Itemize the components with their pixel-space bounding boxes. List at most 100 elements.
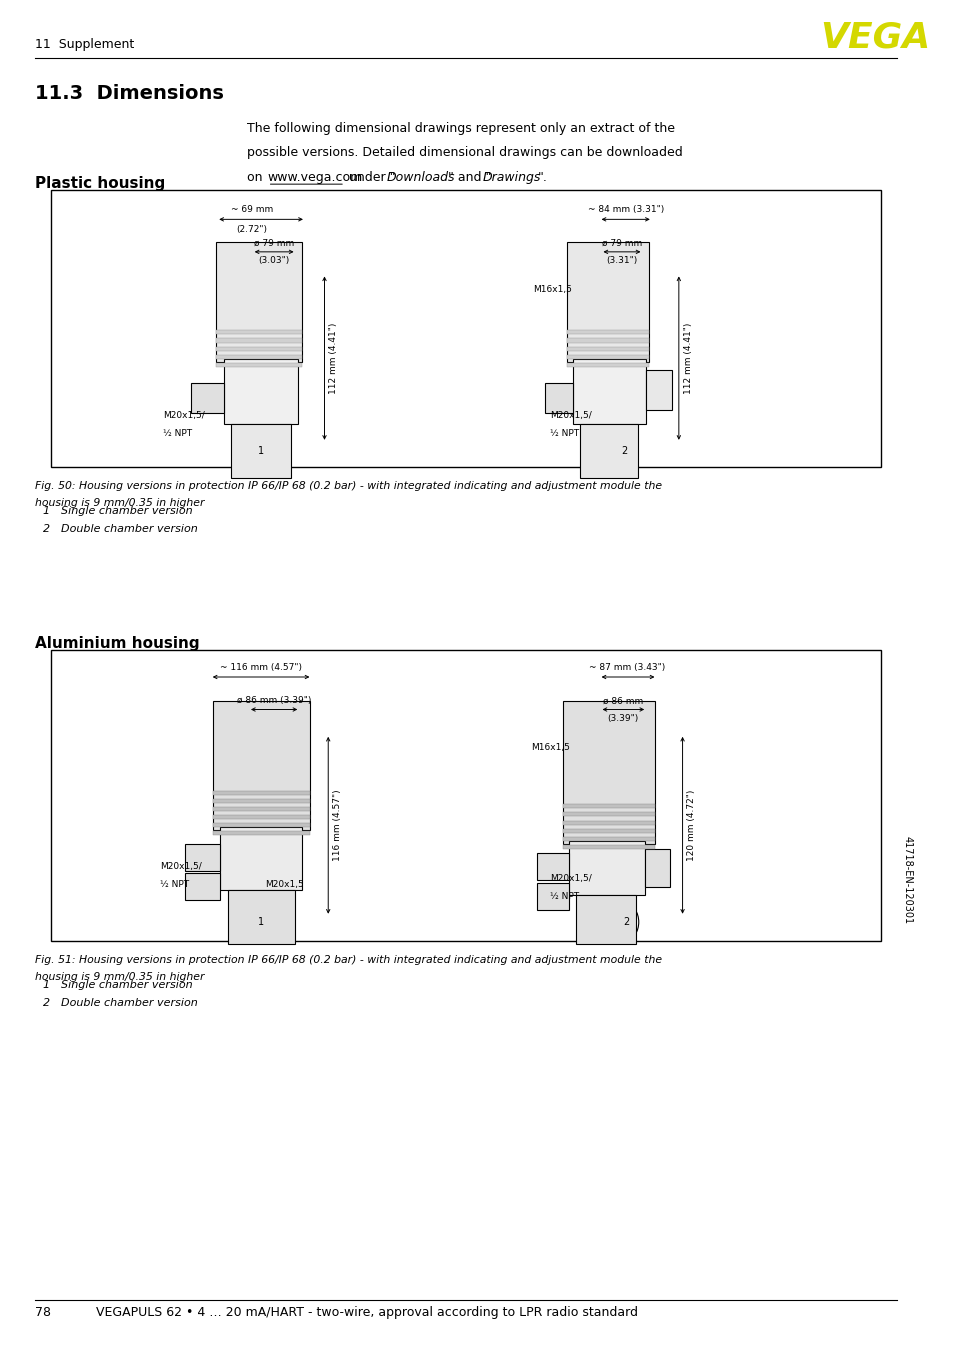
Text: Plastic housing: Plastic housing bbox=[35, 176, 166, 191]
Text: on: on bbox=[247, 171, 266, 184]
Text: 1: 1 bbox=[257, 917, 264, 927]
Bar bbox=[213, 799, 310, 803]
Text: ½ NPT: ½ NPT bbox=[550, 892, 578, 900]
Text: ~ 116 mm (4.57"): ~ 116 mm (4.57") bbox=[220, 662, 302, 672]
Text: Drawings: Drawings bbox=[482, 171, 541, 184]
Text: ø 86 mm (3.39"): ø 86 mm (3.39") bbox=[236, 696, 311, 705]
Text: M16x1,5: M16x1,5 bbox=[531, 743, 570, 751]
Bar bbox=[568, 841, 644, 895]
Bar bbox=[220, 827, 302, 890]
Bar bbox=[216, 355, 302, 359]
Bar bbox=[644, 849, 669, 887]
Text: Double chamber version: Double chamber version bbox=[61, 998, 197, 1007]
Text: www.vega.com: www.vega.com bbox=[268, 171, 362, 184]
Bar bbox=[566, 355, 648, 359]
Text: possible versions. Detailed dimensional drawings can be downloaded: possible versions. Detailed dimensional … bbox=[247, 146, 682, 160]
Text: 120 mm (4.72"): 120 mm (4.72") bbox=[686, 789, 696, 861]
Text: 11  Supplement: 11 Supplement bbox=[35, 38, 134, 51]
Bar bbox=[566, 363, 648, 367]
Text: (3.31"): (3.31") bbox=[606, 256, 637, 265]
Text: 2: 2 bbox=[43, 998, 50, 1007]
Text: The following dimensional drawings represent only an extract of the: The following dimensional drawings repre… bbox=[247, 122, 675, 135]
Bar bbox=[185, 873, 220, 900]
Bar bbox=[562, 812, 654, 816]
Bar bbox=[216, 347, 302, 351]
Text: Single chamber version: Single chamber version bbox=[61, 506, 193, 516]
Bar bbox=[562, 829, 654, 833]
Bar bbox=[216, 338, 302, 343]
Text: ½ NPT: ½ NPT bbox=[550, 429, 578, 437]
Bar bbox=[185, 844, 220, 871]
Bar bbox=[579, 424, 638, 478]
Text: 2: 2 bbox=[43, 524, 50, 533]
Text: 1: 1 bbox=[43, 980, 50, 990]
Bar bbox=[566, 330, 648, 334]
Bar bbox=[216, 330, 302, 334]
Text: 1: 1 bbox=[43, 506, 50, 516]
Text: 11.3  Dimensions: 11.3 Dimensions bbox=[35, 84, 224, 103]
Text: ø 86 mm: ø 86 mm bbox=[602, 696, 642, 705]
Text: Single chamber version: Single chamber version bbox=[61, 980, 193, 990]
Text: ~ 84 mm (3.31"): ~ 84 mm (3.31") bbox=[587, 204, 663, 214]
Text: M20x1,5/: M20x1,5/ bbox=[160, 862, 202, 871]
Text: (2.72"): (2.72") bbox=[236, 225, 267, 234]
Text: 41718-EN-120301: 41718-EN-120301 bbox=[902, 835, 911, 925]
Bar bbox=[51, 650, 881, 941]
Text: housing is 9 mm/0.35 in higher: housing is 9 mm/0.35 in higher bbox=[35, 972, 205, 982]
Text: 2: 2 bbox=[623, 917, 629, 927]
Text: ".: ". bbox=[537, 171, 547, 184]
Text: ~ 87 mm (3.43"): ~ 87 mm (3.43") bbox=[589, 662, 665, 672]
Text: ~ 69 mm: ~ 69 mm bbox=[231, 204, 273, 214]
Bar bbox=[576, 895, 636, 944]
Bar bbox=[191, 383, 224, 413]
Text: (3.03"): (3.03") bbox=[258, 256, 290, 265]
Text: VEGA: VEGA bbox=[820, 20, 930, 54]
Bar bbox=[216, 363, 302, 367]
Bar bbox=[562, 845, 654, 849]
Text: (3.39"): (3.39") bbox=[607, 714, 638, 723]
Bar bbox=[224, 359, 298, 424]
Text: ø 79 mm: ø 79 mm bbox=[253, 238, 294, 248]
Text: 1: 1 bbox=[257, 445, 264, 456]
Bar bbox=[213, 815, 310, 819]
Text: ½ NPT: ½ NPT bbox=[160, 880, 190, 888]
Text: 112 mm (4.41"): 112 mm (4.41") bbox=[682, 322, 692, 394]
Bar bbox=[51, 190, 881, 467]
Bar bbox=[213, 807, 310, 811]
Text: " and ": " and " bbox=[447, 171, 491, 184]
Bar bbox=[562, 701, 654, 844]
Bar bbox=[227, 890, 294, 944]
Text: 112 mm (4.41"): 112 mm (4.41") bbox=[329, 322, 337, 394]
Bar bbox=[216, 242, 302, 362]
Bar bbox=[213, 823, 310, 827]
Bar bbox=[562, 804, 654, 808]
Bar bbox=[231, 424, 291, 478]
Text: M16x1,5: M16x1,5 bbox=[533, 286, 572, 294]
Text: VEGAPULS 62 • 4 … 20 mA/HART - two-wire, approval according to LPR radio standar: VEGAPULS 62 • 4 … 20 mA/HART - two-wire,… bbox=[96, 1305, 638, 1319]
Text: ½ NPT: ½ NPT bbox=[163, 429, 193, 437]
Text: Fig. 50: Housing versions in protection IP 66/IP 68 (0.2 bar) - with integrated : Fig. 50: Housing versions in protection … bbox=[35, 481, 662, 490]
Bar bbox=[566, 347, 648, 351]
Text: M20x1,5/: M20x1,5/ bbox=[550, 875, 591, 883]
Text: 116 mm (4.57"): 116 mm (4.57") bbox=[333, 789, 341, 861]
Bar bbox=[213, 791, 310, 795]
Bar bbox=[537, 883, 568, 910]
Bar bbox=[562, 837, 654, 841]
Text: Aluminium housing: Aluminium housing bbox=[35, 636, 200, 651]
Text: Double chamber version: Double chamber version bbox=[61, 524, 197, 533]
Text: Downloads: Downloads bbox=[387, 171, 455, 184]
Text: ø 79 mm: ø 79 mm bbox=[601, 238, 641, 248]
Bar bbox=[562, 821, 654, 825]
Text: M20x1,5: M20x1,5 bbox=[265, 880, 303, 888]
Bar bbox=[537, 853, 568, 880]
Text: 78: 78 bbox=[35, 1305, 51, 1319]
Text: Fig. 51: Housing versions in protection IP 66/IP 68 (0.2 bar) - with integrated : Fig. 51: Housing versions in protection … bbox=[35, 955, 662, 964]
Bar bbox=[213, 701, 310, 830]
Bar bbox=[566, 338, 648, 343]
Text: M20x1,5/: M20x1,5/ bbox=[550, 412, 591, 420]
Text: M20x1,5/: M20x1,5/ bbox=[163, 412, 205, 420]
Bar bbox=[573, 359, 645, 424]
Text: housing is 9 mm/0.35 in higher: housing is 9 mm/0.35 in higher bbox=[35, 498, 205, 508]
Bar bbox=[213, 831, 310, 835]
Text: 2: 2 bbox=[621, 445, 627, 456]
